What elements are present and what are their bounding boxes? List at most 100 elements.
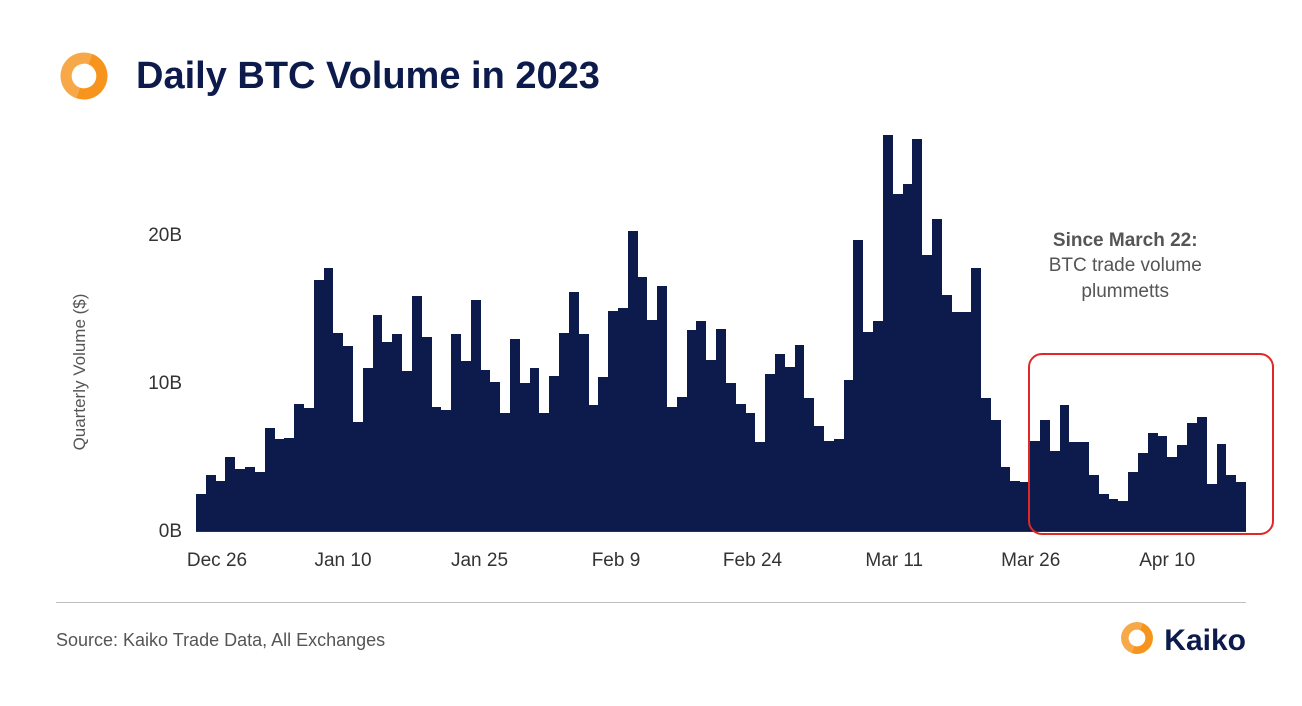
bar bbox=[1236, 482, 1246, 531]
bar bbox=[863, 332, 873, 532]
bar bbox=[922, 255, 932, 531]
bar bbox=[834, 439, 844, 531]
bar bbox=[589, 405, 599, 531]
x-tick-label: Mar 26 bbox=[1001, 550, 1060, 572]
bar bbox=[853, 240, 863, 531]
bar bbox=[746, 413, 756, 531]
bar bbox=[991, 420, 1001, 531]
bar bbox=[1197, 417, 1207, 531]
annotation-bold: Since March 22: bbox=[1053, 230, 1198, 251]
bar bbox=[638, 277, 648, 531]
bar bbox=[461, 361, 471, 531]
x-axis-ticks: Dec 26Jan 10Jan 25Feb 9Feb 24Mar 11Mar 2… bbox=[196, 542, 1246, 592]
bar bbox=[255, 472, 265, 531]
bar bbox=[432, 407, 442, 531]
bar bbox=[981, 398, 991, 531]
bar bbox=[1079, 442, 1089, 531]
x-tick-label: Dec 26 bbox=[187, 550, 247, 572]
chart-title: Daily BTC Volume in 2023 bbox=[136, 55, 600, 98]
bar bbox=[647, 320, 657, 531]
bar bbox=[530, 368, 540, 531]
bar bbox=[451, 334, 461, 531]
bar bbox=[1010, 481, 1020, 531]
bar bbox=[1069, 442, 1079, 531]
bar bbox=[667, 407, 677, 531]
bar bbox=[392, 334, 402, 531]
bar bbox=[726, 383, 736, 531]
x-tick-label: Feb 9 bbox=[592, 550, 641, 572]
bar bbox=[265, 428, 275, 531]
bar bbox=[353, 422, 363, 531]
bar bbox=[363, 368, 373, 531]
bar bbox=[755, 442, 765, 531]
bar bbox=[1167, 457, 1177, 531]
bar bbox=[382, 342, 392, 531]
x-tick-label: Jan 25 bbox=[451, 550, 508, 572]
kaiko-footer-logo-icon bbox=[1118, 619, 1156, 662]
bar bbox=[441, 410, 451, 531]
bar bbox=[942, 295, 952, 531]
bar bbox=[471, 300, 481, 531]
bar bbox=[225, 457, 235, 531]
x-tick-label: Feb 24 bbox=[723, 550, 782, 572]
x-tick-label: Apr 10 bbox=[1139, 550, 1195, 572]
source-text: Source: Kaiko Trade Data, All Exchanges bbox=[56, 630, 385, 651]
bar bbox=[1148, 433, 1158, 531]
bar bbox=[196, 494, 206, 531]
bar bbox=[206, 475, 216, 531]
x-tick-label: Jan 10 bbox=[314, 550, 371, 572]
bar bbox=[510, 339, 520, 531]
y-axis-label: Quarterly Volume ($) bbox=[70, 294, 90, 451]
bar bbox=[824, 441, 834, 531]
bar bbox=[373, 315, 383, 531]
y-axis-ticks: 0B10B20B bbox=[140, 132, 190, 532]
y-tick-label: 20B bbox=[148, 225, 182, 247]
bar bbox=[569, 292, 579, 531]
bar bbox=[412, 296, 422, 531]
bar bbox=[628, 231, 638, 531]
bar bbox=[844, 380, 854, 531]
bar bbox=[677, 397, 687, 531]
bar bbox=[216, 481, 226, 531]
bar bbox=[1118, 501, 1128, 531]
bar bbox=[932, 219, 942, 531]
bar bbox=[775, 354, 785, 531]
bar bbox=[706, 360, 716, 531]
bar bbox=[500, 413, 510, 531]
bar bbox=[579, 334, 589, 531]
bar bbox=[1099, 494, 1109, 531]
bar bbox=[1089, 475, 1099, 531]
bar bbox=[343, 346, 353, 531]
bar bbox=[275, 439, 285, 531]
bar bbox=[520, 383, 530, 531]
bar bbox=[245, 467, 255, 531]
chart-area: Quarterly Volume ($) 0B10B20B Since Marc… bbox=[96, 132, 1246, 592]
bar bbox=[1138, 453, 1148, 531]
bar bbox=[952, 312, 962, 531]
bar bbox=[608, 311, 618, 531]
bar bbox=[903, 184, 913, 531]
bar bbox=[314, 280, 324, 531]
bar bbox=[1158, 436, 1168, 531]
bar bbox=[873, 321, 883, 531]
bar bbox=[1207, 484, 1217, 531]
bar bbox=[814, 426, 824, 531]
y-tick-label: 10B bbox=[148, 373, 182, 395]
bar bbox=[333, 333, 343, 531]
bar bbox=[765, 374, 775, 531]
bar bbox=[971, 268, 981, 531]
annotation-line3: plummetts bbox=[1081, 281, 1169, 302]
bar bbox=[804, 398, 814, 531]
bar bbox=[490, 382, 500, 531]
bar bbox=[1050, 451, 1060, 531]
annotation-line2: BTC trade volume bbox=[1049, 255, 1202, 276]
y-tick-label: 0B bbox=[159, 521, 182, 543]
bar bbox=[1177, 445, 1187, 531]
bar bbox=[539, 413, 549, 531]
bar bbox=[481, 370, 491, 531]
bar bbox=[598, 377, 608, 531]
bar bbox=[235, 469, 245, 531]
bar bbox=[1040, 420, 1050, 531]
bar bbox=[1060, 405, 1070, 531]
bar bbox=[1217, 444, 1227, 531]
